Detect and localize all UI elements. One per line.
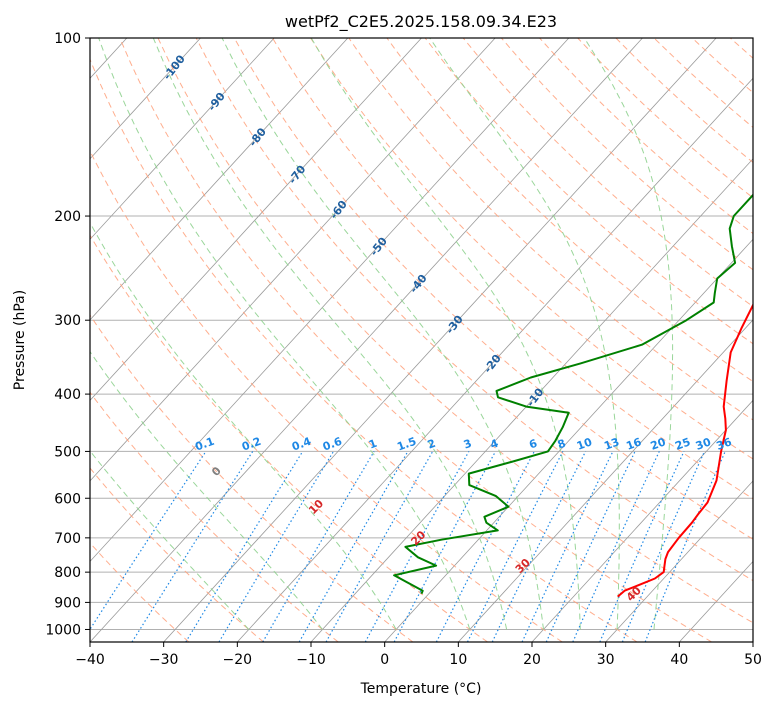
y-tick-label: 400	[54, 387, 81, 403]
background-lines	[90, 38, 753, 642]
mixing-ratio-line-25	[599, 451, 685, 642]
isotherm--70	[90, 38, 422, 401]
dry-adiabat--20	[90, 467, 264, 642]
mixing-ratio-label: 8	[556, 437, 568, 452]
mixing-ratio-line-3	[364, 451, 470, 642]
dewpoint-line	[393, 193, 753, 595]
mixing-ratio-line-30	[621, 451, 706, 642]
profile-lines	[393, 193, 753, 598]
isotherm-10	[458, 319, 753, 642]
mixing-ratio-label: 0.4	[290, 435, 313, 454]
y-tick-label: 1000	[45, 622, 81, 638]
y-tick-label: 300	[54, 313, 81, 329]
y-tick-label: 800	[54, 565, 81, 581]
y-axis-ticks: 100 200 300 400 500 600 700 800 900 1000	[45, 31, 90, 638]
x-tick-label: −40	[75, 652, 105, 668]
mixing-ratio-label: 16	[624, 435, 643, 453]
dry-adiabat-90	[310, 38, 753, 460]
mixing-ratio-label: 36	[715, 435, 734, 453]
x-axis-label: Temperature (°C)	[360, 681, 482, 697]
x-tick-label: 10	[449, 652, 467, 668]
mixing-ratio-label: 10	[575, 435, 594, 453]
x-tick-label: 30	[597, 652, 615, 668]
mixing-ratio-label: 3	[462, 437, 474, 452]
x-tick-label: −30	[149, 652, 179, 668]
isotherm--50	[90, 38, 570, 563]
dry-adiabat-110	[386, 38, 753, 383]
mixing-ratio-label: 0.1	[193, 435, 216, 454]
dry-adiabat-30	[90, 58, 638, 642]
y-tick-label: 100	[54, 31, 81, 47]
mixing-ratio-label: 30	[694, 435, 713, 453]
moist-adiabat--10	[90, 350, 323, 630]
mixing-ratio-line-0.4	[185, 451, 304, 642]
isotherm--60	[90, 38, 496, 482]
mixing-ratio-line-6	[435, 451, 535, 642]
mixing-ratio-line-1.5	[298, 451, 409, 642]
mixing-ratio-line-8	[466, 451, 564, 642]
x-tick-label: 0	[380, 652, 389, 668]
isotherm-20	[531, 399, 753, 642]
mixing-ratio-label: 1.5	[395, 435, 418, 454]
y-tick-label: 900	[54, 595, 81, 611]
y-axis-label: Pressure (hPa)	[12, 290, 28, 390]
y-tick-label: 700	[54, 531, 81, 547]
mixing-ratio-line-36	[644, 451, 726, 642]
dry-adiabat-20	[90, 149, 563, 642]
x-tick-label: −10	[296, 652, 326, 668]
moist-adiabat-0	[90, 221, 397, 630]
chart-title: wetPf2_C2E5.2025.158.09.34.E23	[285, 12, 557, 32]
isotherm-30	[605, 480, 753, 642]
isotherm--100	[90, 38, 201, 160]
mixing-ratio-label: 2	[426, 437, 438, 452]
moist-adiabat-30	[429, 38, 620, 630]
moist-adiabat-15	[152, 38, 508, 630]
isotherm--20	[237, 77, 753, 642]
dry-adiabat-50	[157, 38, 753, 624]
isotherm--80	[90, 38, 349, 321]
mixing-ratio-label: 25	[673, 435, 692, 452]
mixing-ratio-label: 0.6	[321, 435, 344, 454]
isotherm--90	[90, 38, 275, 240]
dry-adiabat-70	[233, 38, 753, 540]
moist-adiabat-25	[310, 38, 581, 630]
mixing-ratio-line-20	[572, 451, 660, 642]
dry-adiabat-10	[90, 234, 488, 642]
mixing-ratio-line-0.2	[131, 451, 254, 642]
y-tick-label: 200	[54, 209, 81, 225]
dry-adiabat-80	[272, 38, 753, 500]
moist-adiabat-10	[98, 38, 471, 630]
dry-adiabat-60	[195, 38, 753, 582]
x-tick-label: 20	[523, 652, 541, 668]
mixing-ratio-line-0.1	[90, 451, 207, 631]
isotherm--30	[163, 38, 717, 642]
isotherm--40	[90, 38, 643, 642]
mixing-ratio-label: 20	[649, 435, 668, 453]
temperature-line	[617, 302, 753, 598]
plot-frame	[89, 37, 754, 643]
mixing-ratio-label: 1	[367, 437, 379, 452]
y-tick-label: 600	[54, 491, 81, 507]
x-tick-label: −20	[223, 652, 253, 668]
mixing-ratio-line-2	[325, 451, 434, 642]
mixing-ratio-label: 6	[527, 437, 539, 452]
x-axis-ticks: −40 −30 −20 −10 0 10 20 30 40 50	[75, 642, 762, 668]
mixing-ratio-label: 13	[602, 435, 621, 452]
mixing-ratio-label: 0.2	[240, 435, 263, 454]
isotherm-0	[384, 238, 753, 642]
dry-adiabat-100	[348, 38, 753, 421]
moist-adiabat-20	[221, 38, 544, 630]
moist-adiabat-35	[583, 38, 674, 630]
x-tick-label: 50	[744, 652, 762, 668]
dry-adiabat-40	[119, 38, 712, 642]
x-tick-label: 40	[670, 652, 688, 668]
y-tick-label: 500	[54, 444, 81, 460]
dry-adiabat--30	[90, 542, 190, 642]
mixing-ratio-label: 4	[488, 437, 500, 452]
